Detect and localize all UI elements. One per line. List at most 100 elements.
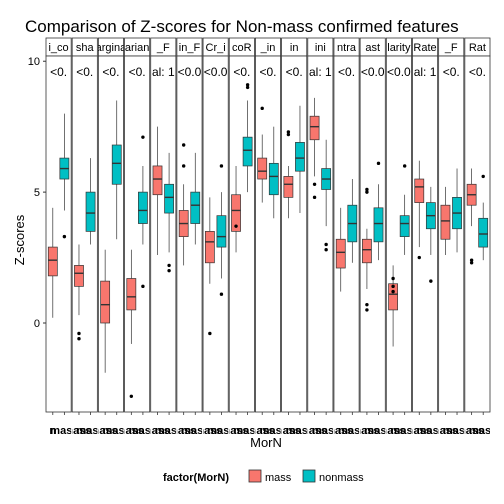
x-tick-label: nass xyxy=(145,425,170,437)
box-mass xyxy=(204,231,215,264)
x-axis-label: MorN xyxy=(250,435,282,450)
x-tick-label: mass xyxy=(50,425,78,437)
outlier-point-mass xyxy=(417,255,421,260)
facet-panel-border xyxy=(124,55,151,413)
outlier-point-mass xyxy=(391,284,395,289)
facet-annotation: <0. xyxy=(50,65,67,79)
box-nonmass xyxy=(242,136,253,167)
x-tick-label: nass xyxy=(354,425,379,437)
facet-annotation: <0. xyxy=(76,65,93,79)
box-nonmass xyxy=(268,162,279,196)
box-mass xyxy=(440,204,451,240)
outlier-point-mass xyxy=(181,143,186,147)
x-tick-label: nass xyxy=(66,425,91,437)
y-tick-label: 10 xyxy=(28,56,40,68)
facet-annotation: <0.0 xyxy=(204,65,228,79)
facet-panel-border xyxy=(97,55,124,413)
x-tick-label: mass xyxy=(443,425,471,437)
outlier-point-mass xyxy=(260,106,264,111)
box-mass xyxy=(74,265,84,287)
x-tick-label: mass xyxy=(417,425,445,437)
box-mass xyxy=(152,165,163,196)
box-mass xyxy=(362,238,372,264)
x-tick-label: n xyxy=(49,425,56,437)
facet-annotation: <0. xyxy=(286,65,303,79)
box-mass xyxy=(257,157,268,180)
facet-panel-border xyxy=(359,55,386,413)
outlier-point-mass xyxy=(365,187,369,192)
facet-strip-label: sha xyxy=(76,42,95,54)
legend-key-mass xyxy=(248,469,262,483)
x-tick-label: nass xyxy=(459,425,484,437)
y-axis-label: Z-scores xyxy=(12,214,27,265)
outlier-point-mass xyxy=(312,182,317,186)
box-mass xyxy=(414,178,425,203)
x-tick-label: mass xyxy=(338,425,366,437)
outlier-point-nonmass xyxy=(245,83,250,87)
x-tick-label: nass xyxy=(328,425,353,437)
facet-annotation: <0.0 xyxy=(178,65,202,79)
box-mass xyxy=(388,283,398,311)
facet-panel-border xyxy=(255,55,281,413)
facet-strip-label: ntra xyxy=(337,42,357,54)
facet-panel-border xyxy=(412,55,439,413)
x-tick-label: nass xyxy=(93,425,118,437)
x-tick-label: nass xyxy=(276,425,301,437)
x-tick-label: nass xyxy=(302,425,327,437)
outlier-point-mass xyxy=(365,308,369,312)
x-tick-label: nass xyxy=(407,425,432,437)
legend-label-mass: mass xyxy=(265,472,292,484)
outlier-point-nonmass xyxy=(141,284,145,289)
outlier-point-nonmass xyxy=(324,248,328,252)
x-tick-label: mass xyxy=(286,425,314,437)
facet-strip-label: in_F xyxy=(179,42,201,54)
facet-strip-label: ini xyxy=(315,42,326,54)
outlier-point-mass xyxy=(469,261,474,265)
box-nonmass xyxy=(478,217,489,248)
facet-panel-border xyxy=(71,55,98,413)
box-nonmass xyxy=(190,191,201,224)
box-nonmass xyxy=(373,207,384,243)
facet-annotation: al: 1 xyxy=(309,65,332,79)
outlier-point-mass xyxy=(365,302,369,307)
facet-panel-border xyxy=(307,55,334,413)
outlier-point-mass xyxy=(77,337,81,341)
box-nonmass xyxy=(295,142,305,172)
x-tick-label: mass xyxy=(181,425,209,437)
x-tick-label: nass xyxy=(381,425,406,437)
outlier-point-mass xyxy=(286,130,291,134)
outlier-point-nonmass xyxy=(62,234,67,239)
outlier-point-mass xyxy=(391,276,395,281)
facet-annotation: <0. xyxy=(469,65,486,79)
box-mass xyxy=(126,278,137,311)
outlier-point-mass xyxy=(391,289,395,294)
box-nonmass xyxy=(138,191,148,224)
legend-key-nonmass xyxy=(302,469,316,483)
box-mass xyxy=(100,280,111,324)
facet-strip-label: larity xyxy=(387,42,411,54)
facet-strip-label: ast xyxy=(365,42,380,54)
outlier-point-nonmass xyxy=(141,135,145,139)
x-tick-label: mass xyxy=(76,425,104,437)
x-tick-label: nass xyxy=(119,425,144,437)
box-mass xyxy=(335,238,346,269)
x-tick-label: mass xyxy=(391,425,419,437)
facet-panels: i_co<0.nmasssha<0.nassmassargina<0.nassm… xyxy=(45,37,491,437)
facet-strip-label: i_co xyxy=(48,42,68,54)
x-tick-label: mass xyxy=(207,425,235,437)
x-tick-label: mass xyxy=(312,425,340,437)
outlier-point-nonmass xyxy=(167,268,171,273)
x-tick-label: mass xyxy=(234,425,262,437)
outlier-point-mass xyxy=(129,394,134,398)
outlier-point-mass xyxy=(208,331,212,336)
